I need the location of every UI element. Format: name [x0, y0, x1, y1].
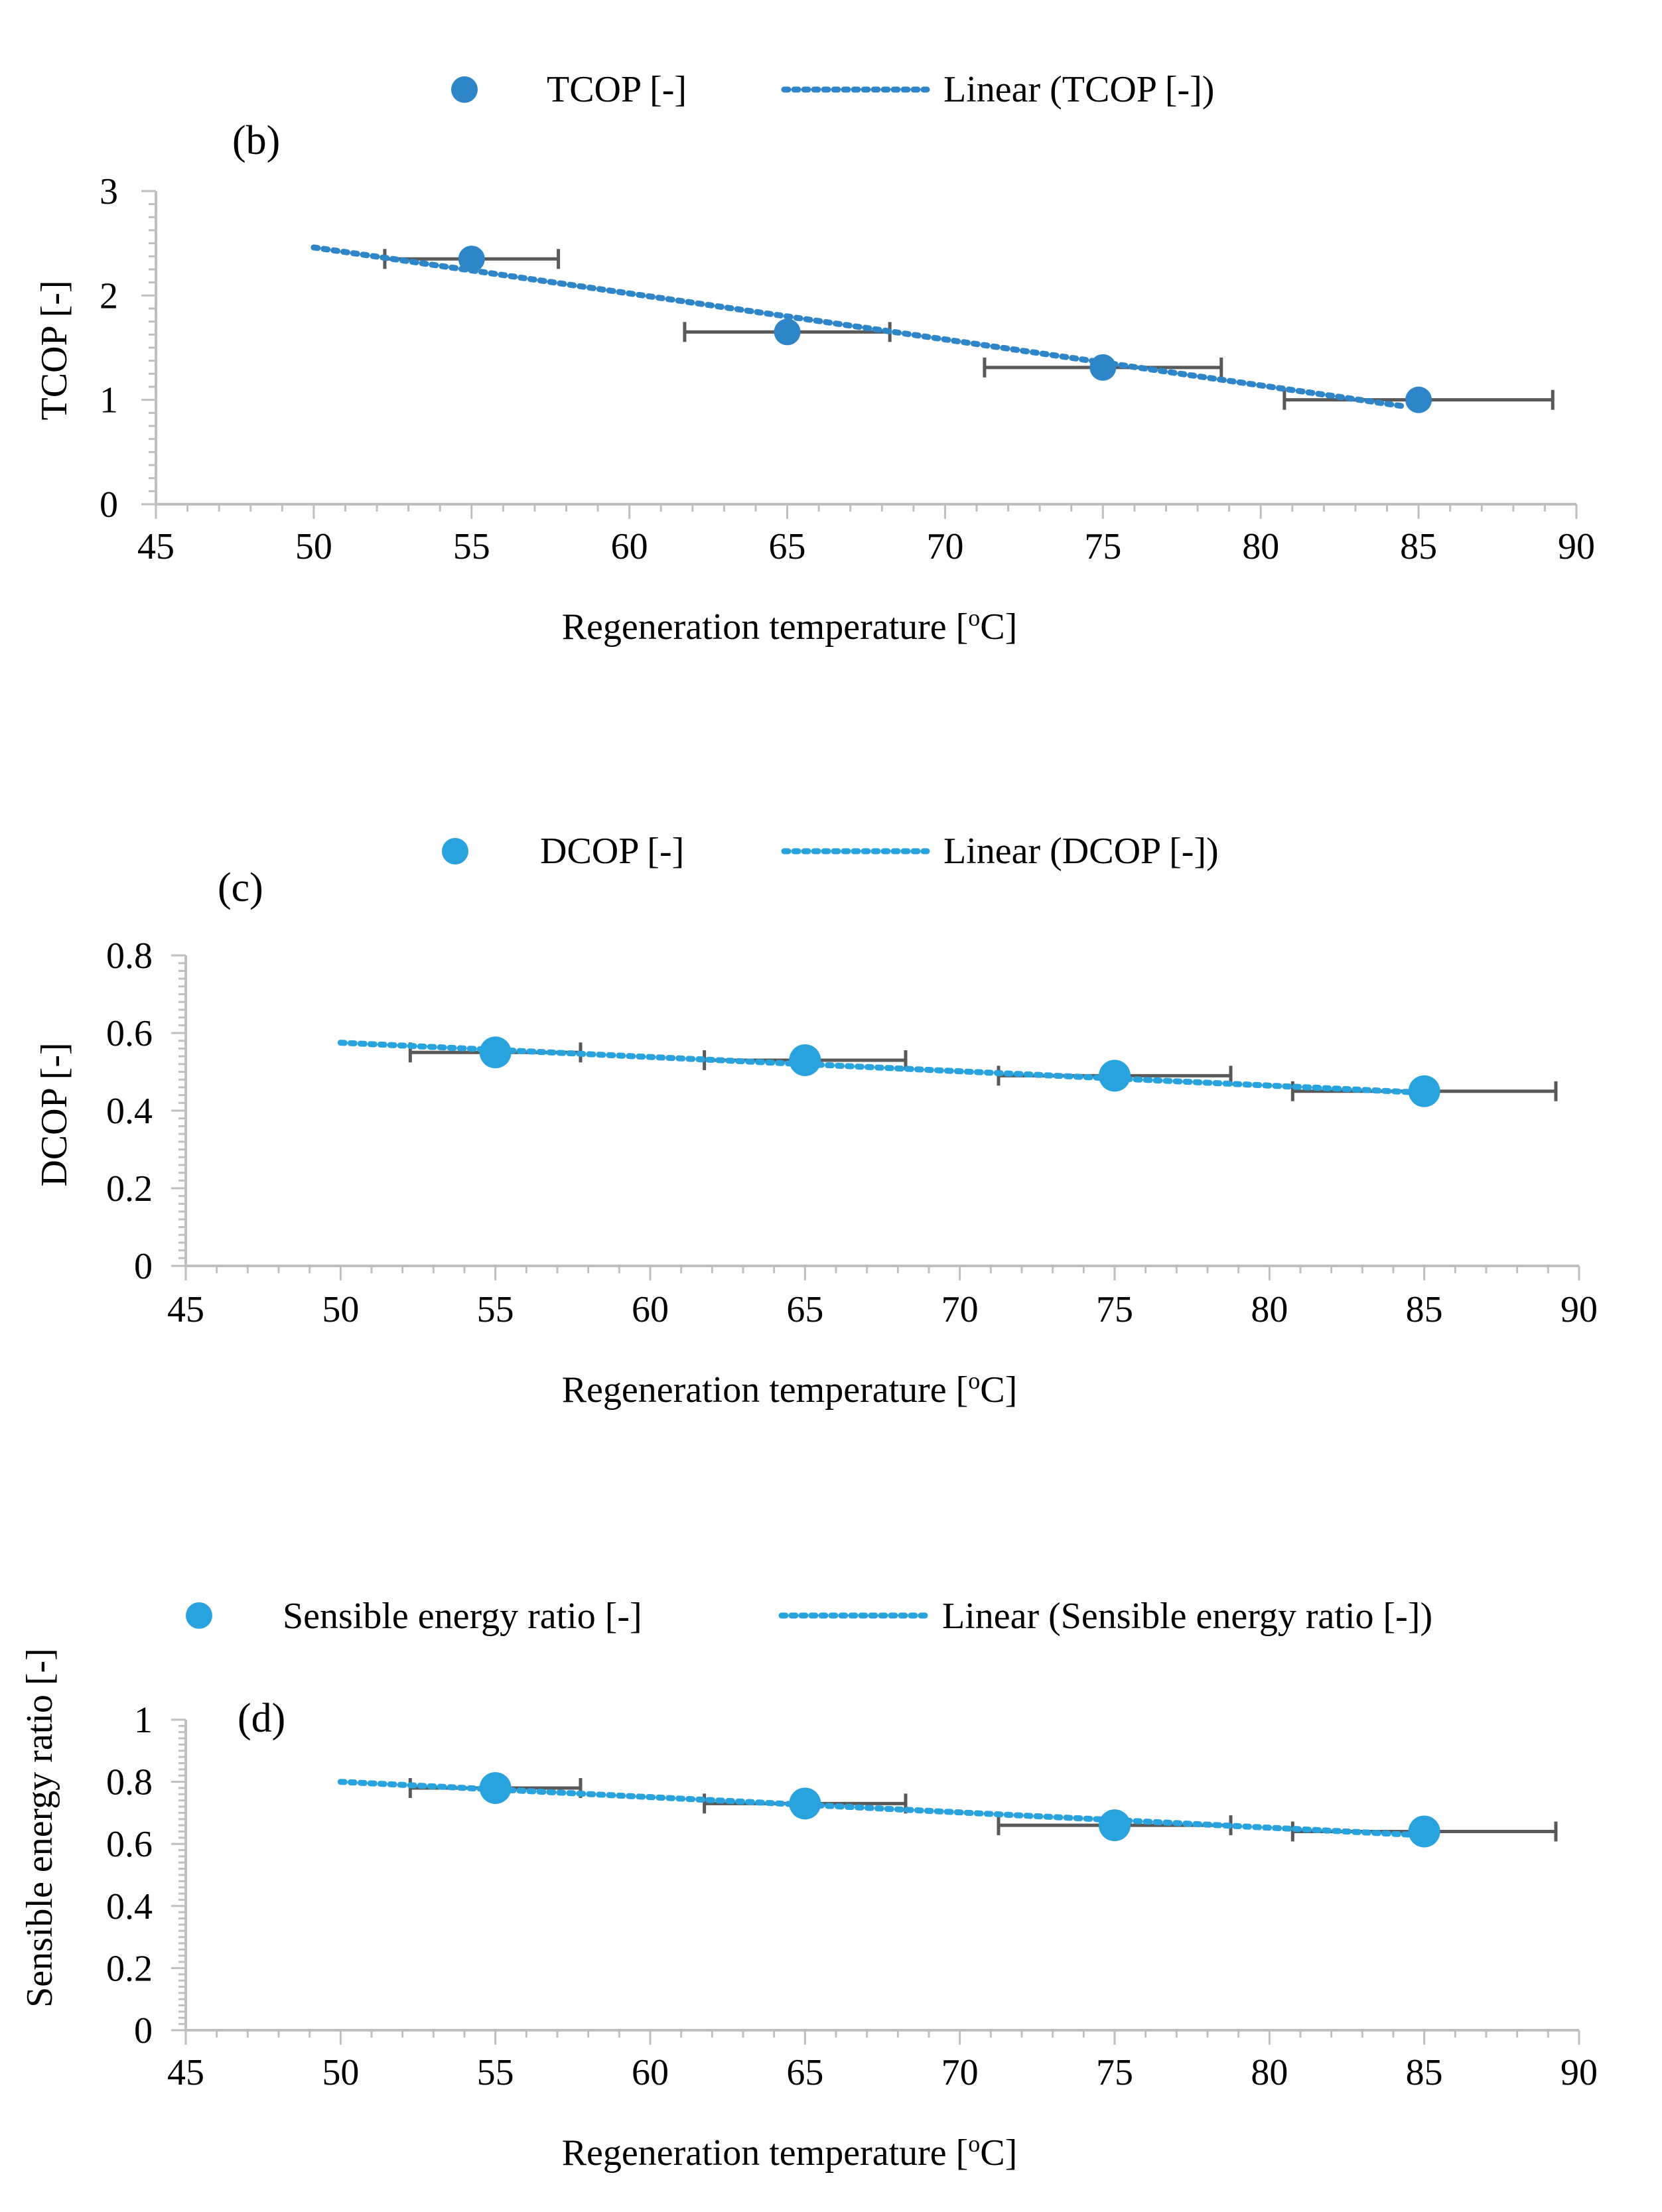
marks-tcop: [311, 244, 1555, 413]
x-tick-label: 45: [167, 1289, 204, 1330]
x-tick-label: 50: [322, 1289, 359, 1330]
x-tick-label: 90: [1560, 1289, 1598, 1330]
x-tick-label: 80: [1251, 1289, 1288, 1330]
x-tick-label: 60: [632, 2052, 669, 2093]
data-point: [479, 1036, 512, 1069]
legend: TCOP [-] Linear (TCOP [-]): [451, 69, 1214, 110]
legend-trend-label-ser: Linear (Sensible energy ratio [-]): [942, 1596, 1432, 1637]
y-tick-label: 1: [100, 380, 118, 421]
y-tick-label: 0.4: [106, 1091, 153, 1132]
axes-tcop: 45 50 55 60 65 70 75 80 85 90 0 1 2 3: [100, 171, 1595, 567]
data-point: [1408, 1075, 1440, 1107]
y-tick-label: 1: [134, 1700, 153, 1741]
y-axis-title-tcop: TCOP [-]: [34, 280, 75, 420]
data-point: [774, 318, 801, 346]
trendline: [337, 1040, 1412, 1095]
sensible-energy-ratio-chart: Sensible energy ratio [-] Linear (Sensib…: [19, 1596, 1598, 2174]
x-tick-label: 85: [1406, 2052, 1443, 2093]
x-axis-title-tcop: Regeneration temperature [oC]: [562, 604, 1018, 648]
panel-label-d: (d): [238, 1696, 285, 1741]
x-tick-label: 70: [941, 2052, 979, 2093]
y-tick-label: 0.2: [106, 1948, 153, 1989]
y-axis-title-ser: Sensible energy ratio [-]: [19, 1648, 60, 2008]
legend: DCOP [-] Linear (DCOP [-]): [442, 831, 1219, 872]
x-tick-label: 60: [611, 526, 648, 567]
legend-marker-ser: [186, 1602, 212, 1629]
legend-marker-tcop: [451, 76, 478, 103]
x-tick-label: 50: [295, 526, 332, 567]
legend-label-ser: Sensible energy ratio [-]: [283, 1596, 642, 1637]
marks-ser: [337, 1771, 1558, 1848]
y-tick-label: 0.8: [106, 935, 153, 977]
data-point: [1408, 1815, 1440, 1848]
y-tick-label: 0.6: [106, 1013, 153, 1054]
trendline: [337, 1779, 1412, 1838]
tcop-chart: TCOP [-] Linear (TCOP [-]) (b) TCOP [-] …: [34, 69, 1595, 648]
x-tick-label: 65: [786, 1289, 823, 1330]
x-tick-label: 80: [1251, 2052, 1288, 2093]
x-tick-label: 75: [1084, 526, 1121, 567]
x-tick-label: 65: [769, 526, 806, 567]
y-tick-label: 0.2: [106, 1168, 153, 1210]
y-tick-label: 0: [100, 484, 118, 525]
legend-label-tcop: TCOP [-]: [547, 69, 687, 110]
x-tick-label: 45: [167, 2052, 204, 2093]
x-tick-label: 70: [941, 1289, 979, 1330]
x-tick-label: 70: [926, 526, 963, 567]
x-tick-label: 60: [632, 1289, 669, 1330]
panel-label-c: (c): [218, 865, 263, 910]
marks-dcop: [337, 1036, 1558, 1107]
x-tick-label: 90: [1560, 2052, 1598, 2093]
panel-label-b: (b): [232, 118, 280, 163]
legend: Sensible energy ratio [-] Linear (Sensib…: [186, 1596, 1432, 1637]
x-tick-label: 75: [1096, 1289, 1133, 1330]
x-tick-label: 45: [137, 526, 174, 567]
x-axis-title-dcop: Regeneration temperature [oC]: [562, 1367, 1018, 1411]
data-point: [1099, 1060, 1131, 1092]
x-axis-title-ser: Regeneration temperature [oC]: [562, 2130, 1018, 2174]
data-point: [789, 1044, 821, 1076]
y-tick-label: 0: [134, 1246, 153, 1287]
legend-trend-label-dcop: Linear (DCOP [-]): [943, 831, 1219, 872]
legend-trend-label-tcop: Linear (TCOP [-]): [943, 69, 1214, 110]
dcop-chart: DCOP [-] Linear (DCOP [-]) (c) DCOP [-] …: [34, 831, 1598, 1411]
trendline: [311, 244, 1406, 409]
data-point: [1099, 1809, 1131, 1842]
y-tick-label: 0.8: [106, 1762, 153, 1803]
data-point: [1405, 386, 1432, 413]
x-tick-label: 55: [453, 526, 490, 567]
axes-ser: 45 50 55 60 65 70 75 80 85 90 0 0.2 0.4 0.6 0.8 1: [106, 1700, 1598, 2093]
x-tick-label: 85: [1406, 1289, 1443, 1330]
y-tick-label: 2: [100, 275, 118, 316]
legend-label-dcop: DCOP [-]: [540, 831, 684, 872]
x-tick-label: 55: [477, 1289, 514, 1330]
x-tick-label: 55: [477, 2052, 514, 2093]
x-tick-label: 50: [322, 2052, 359, 2093]
x-tick-label: 65: [786, 2052, 823, 2093]
y-tick-label: 0.6: [106, 1824, 153, 1865]
x-tick-label: 80: [1242, 526, 1279, 567]
x-tick-label: 90: [1558, 526, 1595, 567]
data-point: [458, 245, 485, 273]
y-tick-label: 3: [100, 171, 118, 212]
axes-dcop: 45 50 55 60 65 70 75 80 85 90 0 0.2 0.4 0.6 0.8: [106, 935, 1598, 1330]
data-point: [789, 1787, 821, 1820]
x-tick-label: 75: [1096, 2052, 1133, 2093]
x-tick-label: 85: [1400, 526, 1437, 567]
y-tick-label: 0.4: [106, 1886, 153, 1927]
legend-marker-dcop: [442, 838, 468, 864]
y-axis-title-dcop: DCOP [-]: [34, 1042, 75, 1186]
y-tick-label: 0: [134, 2010, 153, 2051]
